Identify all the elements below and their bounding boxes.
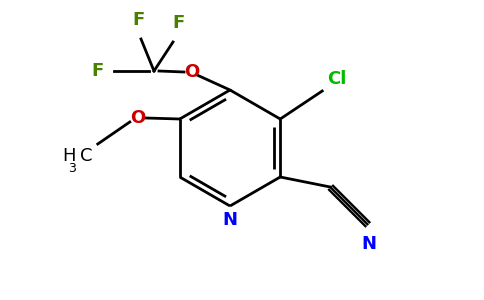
Text: O: O: [130, 109, 145, 127]
Text: 3: 3: [68, 162, 76, 175]
Text: O: O: [184, 63, 199, 81]
Text: F: F: [172, 14, 184, 32]
Text: F: F: [92, 62, 104, 80]
Text: C: C: [80, 147, 92, 165]
Text: N: N: [362, 235, 377, 253]
Text: N: N: [223, 211, 238, 229]
Text: F: F: [133, 11, 145, 29]
Text: Cl: Cl: [327, 70, 347, 88]
Text: H: H: [62, 147, 76, 165]
